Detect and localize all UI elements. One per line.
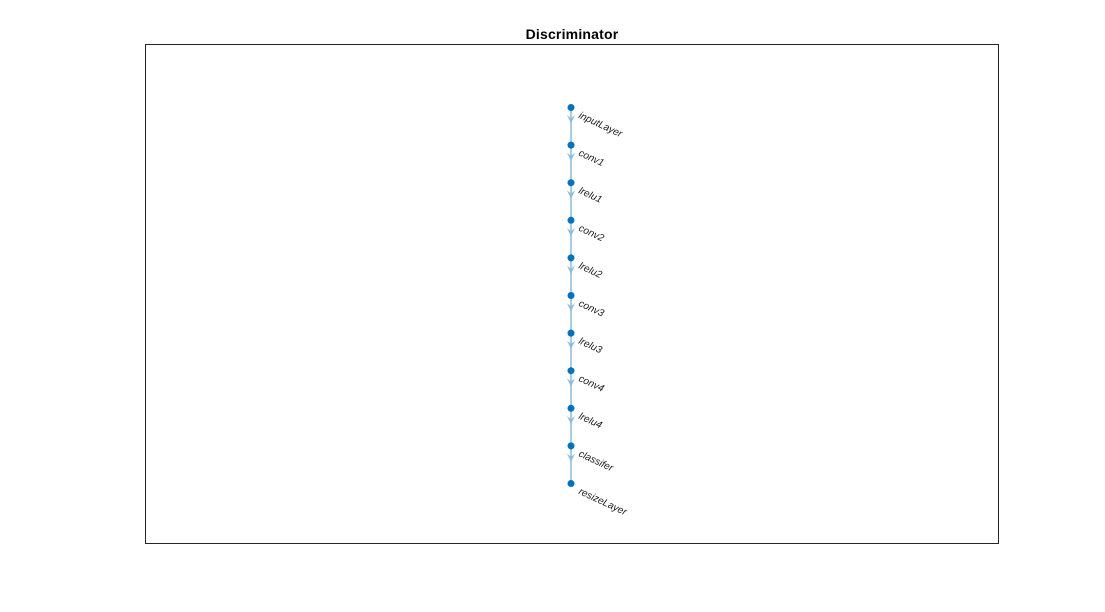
edge-arrow-icon — [567, 453, 575, 462]
graph-node — [567, 480, 575, 487]
graph-node — [567, 104, 575, 111]
graph-node — [567, 254, 575, 262]
graph-node — [567, 292, 575, 299]
node-label: resizeLayer — [577, 486, 629, 518]
graph-node — [567, 367, 575, 375]
graph-node — [567, 442, 575, 450]
edge-arrow-icon — [567, 190, 575, 199]
node-label: lrelu2 — [577, 261, 604, 281]
node-label: lrelu3 — [577, 336, 604, 356]
graph-node — [567, 329, 575, 337]
graph-node — [567, 179, 575, 187]
graph-node — [567, 216, 575, 224]
graph-node — [567, 404, 575, 412]
graph-node — [567, 141, 575, 149]
plot-title: Discriminator — [525, 26, 619, 42]
node-label: lrelu4 — [577, 411, 604, 431]
node-label: conv1 — [577, 148, 606, 169]
node-label: conv2 — [577, 223, 606, 244]
node-label: lrelu1 — [577, 185, 604, 205]
edge-arrow-icon — [567, 378, 575, 387]
node-label: conv3 — [577, 298, 606, 319]
node-label: inputLayer — [577, 110, 625, 140]
edge-arrow-icon — [567, 416, 575, 425]
axes-box: inputLayer conv1 lrelu1 conv2 lrelu2 conv3 lre… — [145, 44, 999, 544]
node-label: classifer — [577, 449, 615, 475]
edge-arrow-icon — [567, 152, 575, 161]
edge-arrow-icon — [567, 115, 575, 124]
edge-arrow-icon — [567, 228, 575, 237]
layer-graph-svg: inputLayer conv1 lrelu1 conv2 lrelu2 conv3 lre… — [567, 104, 629, 518]
node-label: conv4 — [577, 373, 606, 394]
edge-arrow-icon — [567, 340, 575, 349]
edge-arrow-icon — [567, 303, 575, 312]
edge-arrow-icon — [567, 265, 575, 274]
